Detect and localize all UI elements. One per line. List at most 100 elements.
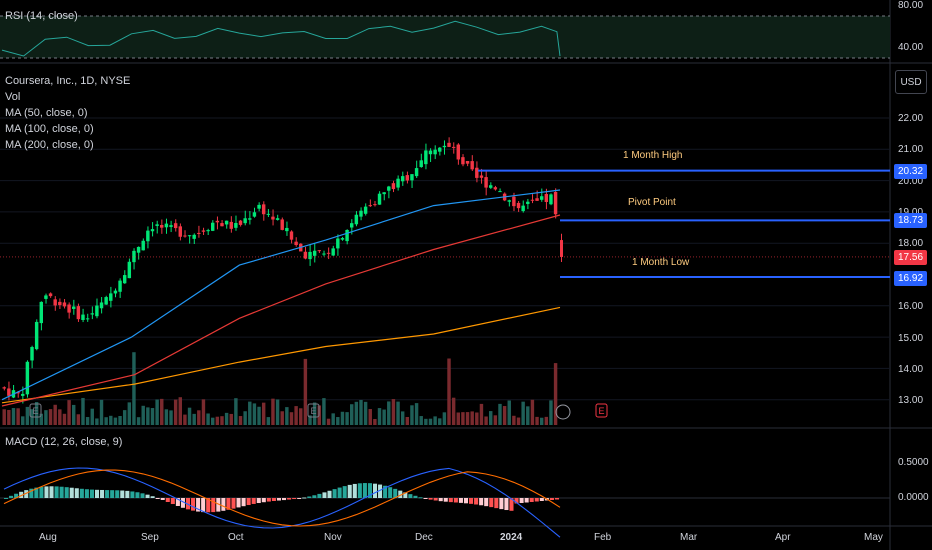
- candle-body: [95, 305, 99, 317]
- x-label-aug: Aug: [39, 532, 57, 543]
- price-tick: 15.00: [898, 333, 924, 344]
- volume-bar: [229, 413, 233, 425]
- x-label-dec: Dec: [415, 532, 433, 543]
- macd-histogram-bar: [539, 498, 544, 501]
- ma50-legend[interactable]: MA (50, close, 0): [5, 107, 88, 119]
- candle-body: [410, 174, 414, 181]
- candle-body: [336, 238, 340, 249]
- candle-body: [493, 187, 498, 190]
- volume-bar: [493, 415, 498, 425]
- macd-histogram-bar: [514, 498, 519, 504]
- macd-histogram-bar: [175, 498, 180, 506]
- volume-bar: [405, 417, 410, 425]
- volume-bar: [34, 401, 39, 425]
- x-label-apr: Apr: [775, 532, 791, 543]
- annotation-month-high[interactable]: 1 Month High: [623, 150, 683, 161]
- macd-histogram-bar: [453, 498, 458, 503]
- volume-bar: [377, 408, 382, 425]
- macd-histogram-bar: [367, 483, 372, 498]
- candle-body: [484, 177, 488, 188]
- macd-histogram-bar: [489, 498, 494, 508]
- candle-body: [516, 202, 521, 209]
- candle-body: [234, 222, 238, 228]
- annotation-month-low[interactable]: 1 Month Low: [632, 257, 690, 268]
- symbol-legend[interactable]: Coursera, Inc., 1D, NYSE: [5, 75, 131, 87]
- candle-body: [428, 150, 433, 155]
- volume-bar: [243, 411, 247, 425]
- candle-body: [498, 191, 502, 193]
- annotation-pivot[interactable]: Pivot Point: [628, 197, 676, 208]
- candle-body: [391, 183, 396, 190]
- candle-body: [25, 361, 30, 395]
- candle-body: [447, 142, 451, 147]
- volume-bar: [187, 407, 192, 425]
- candle-body: [164, 223, 169, 228]
- earnings-marker-upcoming: [595, 403, 608, 418]
- volume-bar: [58, 409, 62, 425]
- candle-body: [280, 219, 284, 230]
- macd-histogram-bar: [79, 488, 84, 498]
- candle-body: [30, 347, 34, 361]
- macd-histogram-bar: [292, 498, 297, 500]
- volume-bar: [155, 399, 159, 425]
- volume-bar: [447, 358, 451, 425]
- volume-bar: [363, 401, 368, 425]
- candle-body: [539, 196, 544, 200]
- candle-body: [109, 293, 113, 301]
- ma200-legend[interactable]: MA (200, close, 0): [5, 139, 94, 151]
- volume-legend[interactable]: Vol: [5, 91, 21, 103]
- volume-bar: [285, 407, 289, 425]
- candle-body: [553, 191, 558, 215]
- macd-histogram-bar: [84, 489, 89, 498]
- volume-bar: [150, 408, 155, 425]
- macd-histogram-bar: [408, 494, 413, 498]
- candle-body: [271, 216, 275, 220]
- volume-bar: [535, 416, 539, 425]
- volume-bar: [44, 410, 48, 425]
- macd-histogram-bar: [469, 498, 474, 504]
- macd-histogram-bar: [180, 498, 185, 508]
- macd-histogram-bar: [529, 498, 534, 502]
- ma100-legend[interactable]: MA (100, close, 0): [5, 123, 94, 135]
- volume-bar: [289, 412, 294, 425]
- macd-histogram-bar: [100, 489, 105, 498]
- volume-bar: [359, 399, 363, 425]
- candle-body: [373, 204, 377, 206]
- volume-bar: [215, 416, 220, 425]
- macd-histogram-bar: [494, 498, 499, 509]
- volume-bar: [118, 415, 122, 425]
- candle-body: [479, 175, 484, 178]
- volume-bar: [489, 411, 493, 425]
- volume-bar: [521, 401, 525, 425]
- macd-histogram-bar: [29, 488, 34, 498]
- macd-histogram-bar: [554, 498, 559, 500]
- macd-histogram-bar: [150, 496, 155, 498]
- x-label-nov: Nov: [324, 532, 342, 543]
- candle-body: [312, 250, 317, 256]
- candle-body: [419, 160, 423, 168]
- macd-histogram-bar: [196, 498, 201, 512]
- macd-histogram-bar: [236, 498, 241, 508]
- volume-bar: [2, 409, 6, 425]
- macd-histogram-bar: [9, 495, 14, 498]
- macd-tick-05: 0.5000: [898, 457, 929, 468]
- volume-bar: [164, 409, 169, 425]
- candle-body: [363, 206, 368, 214]
- volume-bar: [414, 403, 419, 425]
- volume-bar: [173, 399, 178, 425]
- volume-bar: [387, 401, 391, 425]
- candle-body: [535, 198, 539, 201]
- macd-histogram-bar: [44, 486, 49, 498]
- candle-body: [451, 146, 456, 148]
- macd-histogram-bar: [342, 486, 347, 498]
- candle-body: [160, 225, 164, 228]
- macd-histogram-bar: [211, 498, 216, 513]
- ma200-line: [1, 306, 561, 404]
- macd-histogram-bar: [357, 483, 362, 498]
- currency-button[interactable]: USD: [895, 70, 927, 94]
- volume-bar: [498, 403, 502, 425]
- volume-bar: [271, 398, 275, 425]
- candle-body: [377, 193, 382, 205]
- volume-bar: [197, 410, 201, 425]
